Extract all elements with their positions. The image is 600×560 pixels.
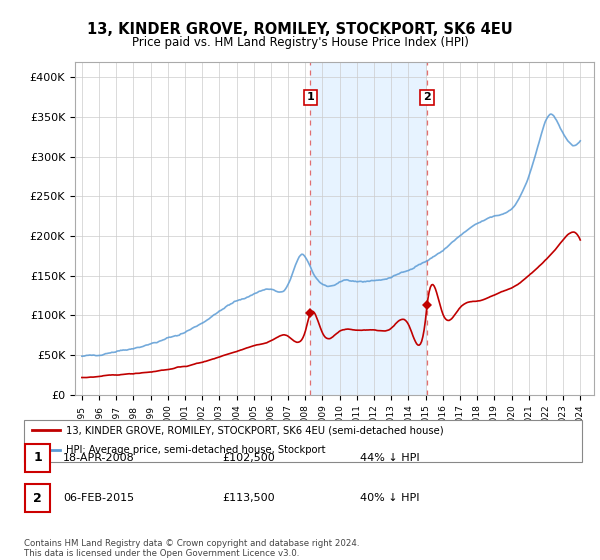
Bar — [310, 62, 427, 395]
Text: HPI: Average price, semi-detached house, Stockport: HPI: Average price, semi-detached house,… — [66, 445, 325, 455]
Text: 06-FEB-2015: 06-FEB-2015 — [63, 493, 134, 503]
FancyBboxPatch shape — [25, 444, 50, 472]
Text: 18-APR-2008: 18-APR-2008 — [63, 453, 135, 463]
Text: 1: 1 — [33, 451, 42, 464]
Text: 2: 2 — [423, 92, 431, 102]
Text: £113,500: £113,500 — [222, 493, 275, 503]
Text: £102,500: £102,500 — [222, 453, 275, 463]
Text: 2: 2 — [33, 492, 42, 505]
FancyBboxPatch shape — [25, 484, 50, 512]
Text: 44% ↓ HPI: 44% ↓ HPI — [360, 453, 419, 463]
Text: 1: 1 — [307, 92, 314, 102]
Text: 13, KINDER GROVE, ROMILEY, STOCKPORT, SK6 4EU: 13, KINDER GROVE, ROMILEY, STOCKPORT, SK… — [87, 22, 513, 38]
Text: 40% ↓ HPI: 40% ↓ HPI — [360, 493, 419, 503]
FancyBboxPatch shape — [24, 420, 582, 462]
Text: 13, KINDER GROVE, ROMILEY, STOCKPORT, SK6 4EU (semi-detached house): 13, KINDER GROVE, ROMILEY, STOCKPORT, SK… — [66, 425, 443, 435]
Text: Contains HM Land Registry data © Crown copyright and database right 2024.
This d: Contains HM Land Registry data © Crown c… — [24, 539, 359, 558]
Text: Price paid vs. HM Land Registry's House Price Index (HPI): Price paid vs. HM Land Registry's House … — [131, 36, 469, 49]
